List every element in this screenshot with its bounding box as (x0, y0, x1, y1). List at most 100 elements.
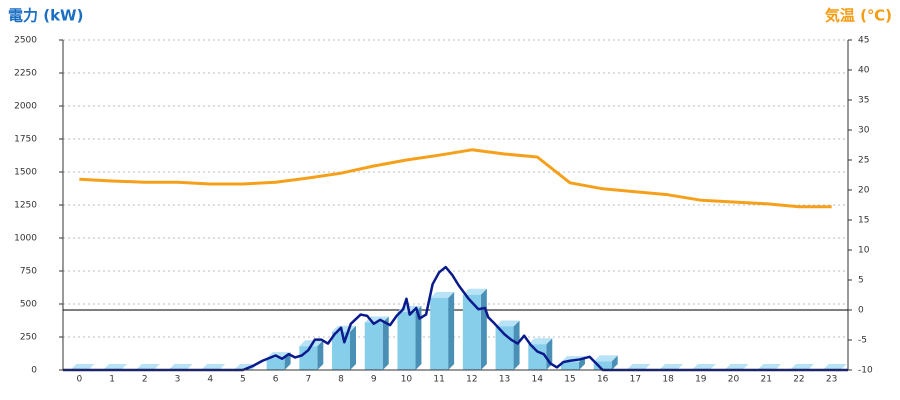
y-tick-label: 2500 (14, 36, 37, 46)
bar-face (350, 325, 357, 370)
x-tick-label: 20 (728, 375, 740, 385)
bar-face (462, 288, 487, 295)
bar-face (659, 364, 684, 370)
bar-face (135, 364, 160, 370)
bar (691, 364, 716, 370)
x-tick-label: 18 (662, 375, 674, 385)
y-tick-label: 1500 (14, 168, 37, 178)
bar-face (495, 320, 520, 327)
bar (103, 364, 128, 370)
x-tick-label: 19 (695, 375, 707, 385)
bar-face (70, 364, 95, 370)
y-tick-label: 500 (20, 300, 37, 310)
x-tick-label: 0 (76, 375, 82, 385)
bar (822, 364, 847, 370)
bar-face (626, 364, 651, 370)
bar (626, 364, 651, 370)
bar (168, 364, 193, 370)
x-tick-label: 3 (175, 375, 181, 385)
bar (397, 305, 422, 370)
y-tick-label: 250 (20, 333, 37, 343)
y-axis-title: 電力 (kW) (8, 7, 83, 25)
bar-face (480, 288, 487, 370)
bar (724, 364, 749, 370)
bar-face (397, 311, 416, 370)
x-tick-label: 10 (401, 375, 413, 385)
bar-face (528, 338, 553, 345)
x-tick-label: 2 (142, 375, 148, 385)
bar-face (364, 322, 383, 370)
y2-tick-label: 15 (858, 216, 869, 226)
y2-tick-label: 40 (858, 66, 870, 76)
y2-axis-title: 気温 (℃) (825, 7, 892, 25)
bar (462, 288, 487, 370)
bar-face (430, 298, 449, 370)
y2-tick-label: 0 (858, 306, 864, 316)
bar-face (462, 294, 481, 370)
bar (135, 364, 160, 370)
bar (593, 355, 618, 370)
bar-face (560, 362, 579, 370)
bar-face (593, 361, 612, 370)
line (63, 265, 848, 372)
bar-face (299, 346, 318, 370)
bar-face (317, 340, 324, 370)
x-tick-label: 5 (240, 375, 246, 385)
x-tick-label: 16 (597, 375, 609, 385)
x-tick-label: 17 (630, 375, 641, 385)
bar-face (415, 305, 422, 370)
y-tick-label: 1750 (14, 135, 37, 145)
x-tick-label: 8 (338, 375, 344, 385)
bar-face (611, 355, 618, 370)
bar-face (448, 292, 455, 370)
y-tick-label: 1250 (14, 201, 37, 211)
y-tick-label: 2250 (14, 69, 37, 79)
bar-face (789, 364, 814, 370)
bar-face (528, 344, 547, 370)
bar-face (691, 364, 716, 370)
bar-face (284, 352, 291, 370)
x-tick-label: 4 (207, 375, 213, 385)
x-tick-label: 11 (433, 375, 444, 385)
bar-face (266, 358, 285, 370)
bar (364, 316, 389, 370)
y-tick-label: 1000 (14, 234, 37, 244)
bar-face (201, 364, 226, 370)
bar-face (513, 320, 520, 370)
x-tick-label: 12 (466, 375, 477, 385)
y2-tick-label: 30 (858, 126, 870, 136)
bar (70, 364, 95, 370)
x-tick-label: 22 (793, 375, 804, 385)
y2-tick-label: 5 (858, 276, 864, 286)
bar-face (382, 316, 389, 370)
bar-face (757, 364, 782, 370)
bar-face (724, 364, 749, 370)
x-tick-label: 1 (109, 375, 115, 385)
bar-face (822, 364, 847, 370)
x-tick-label: 7 (305, 375, 311, 385)
bar-face (103, 364, 128, 370)
x-tick-label: 15 (564, 375, 575, 385)
y2-tick-label: 10 (858, 246, 870, 256)
y2-tick-label: -5 (858, 336, 867, 346)
bar-face (430, 292, 455, 299)
bar-face (168, 364, 193, 370)
bar (430, 292, 455, 370)
line (79, 148, 832, 209)
x-tick-label: 13 (499, 375, 510, 385)
y2-tick-label: 25 (858, 156, 869, 166)
y-tick-label: 2000 (14, 102, 37, 112)
y2-tick-label: 35 (858, 96, 869, 106)
bar (528, 338, 553, 370)
x-tick-label: 6 (273, 375, 279, 385)
bar (201, 364, 226, 370)
x-tick-label: 21 (761, 375, 772, 385)
y2-tick-label: 45 (858, 36, 869, 46)
y-tick-label: 0 (31, 366, 37, 376)
y-tick-label: 750 (20, 267, 37, 277)
x-tick-label: 9 (371, 375, 377, 385)
y2-tick-label: 20 (858, 186, 870, 196)
bar-face (593, 355, 618, 362)
x-tick-label: 14 (532, 375, 544, 385)
